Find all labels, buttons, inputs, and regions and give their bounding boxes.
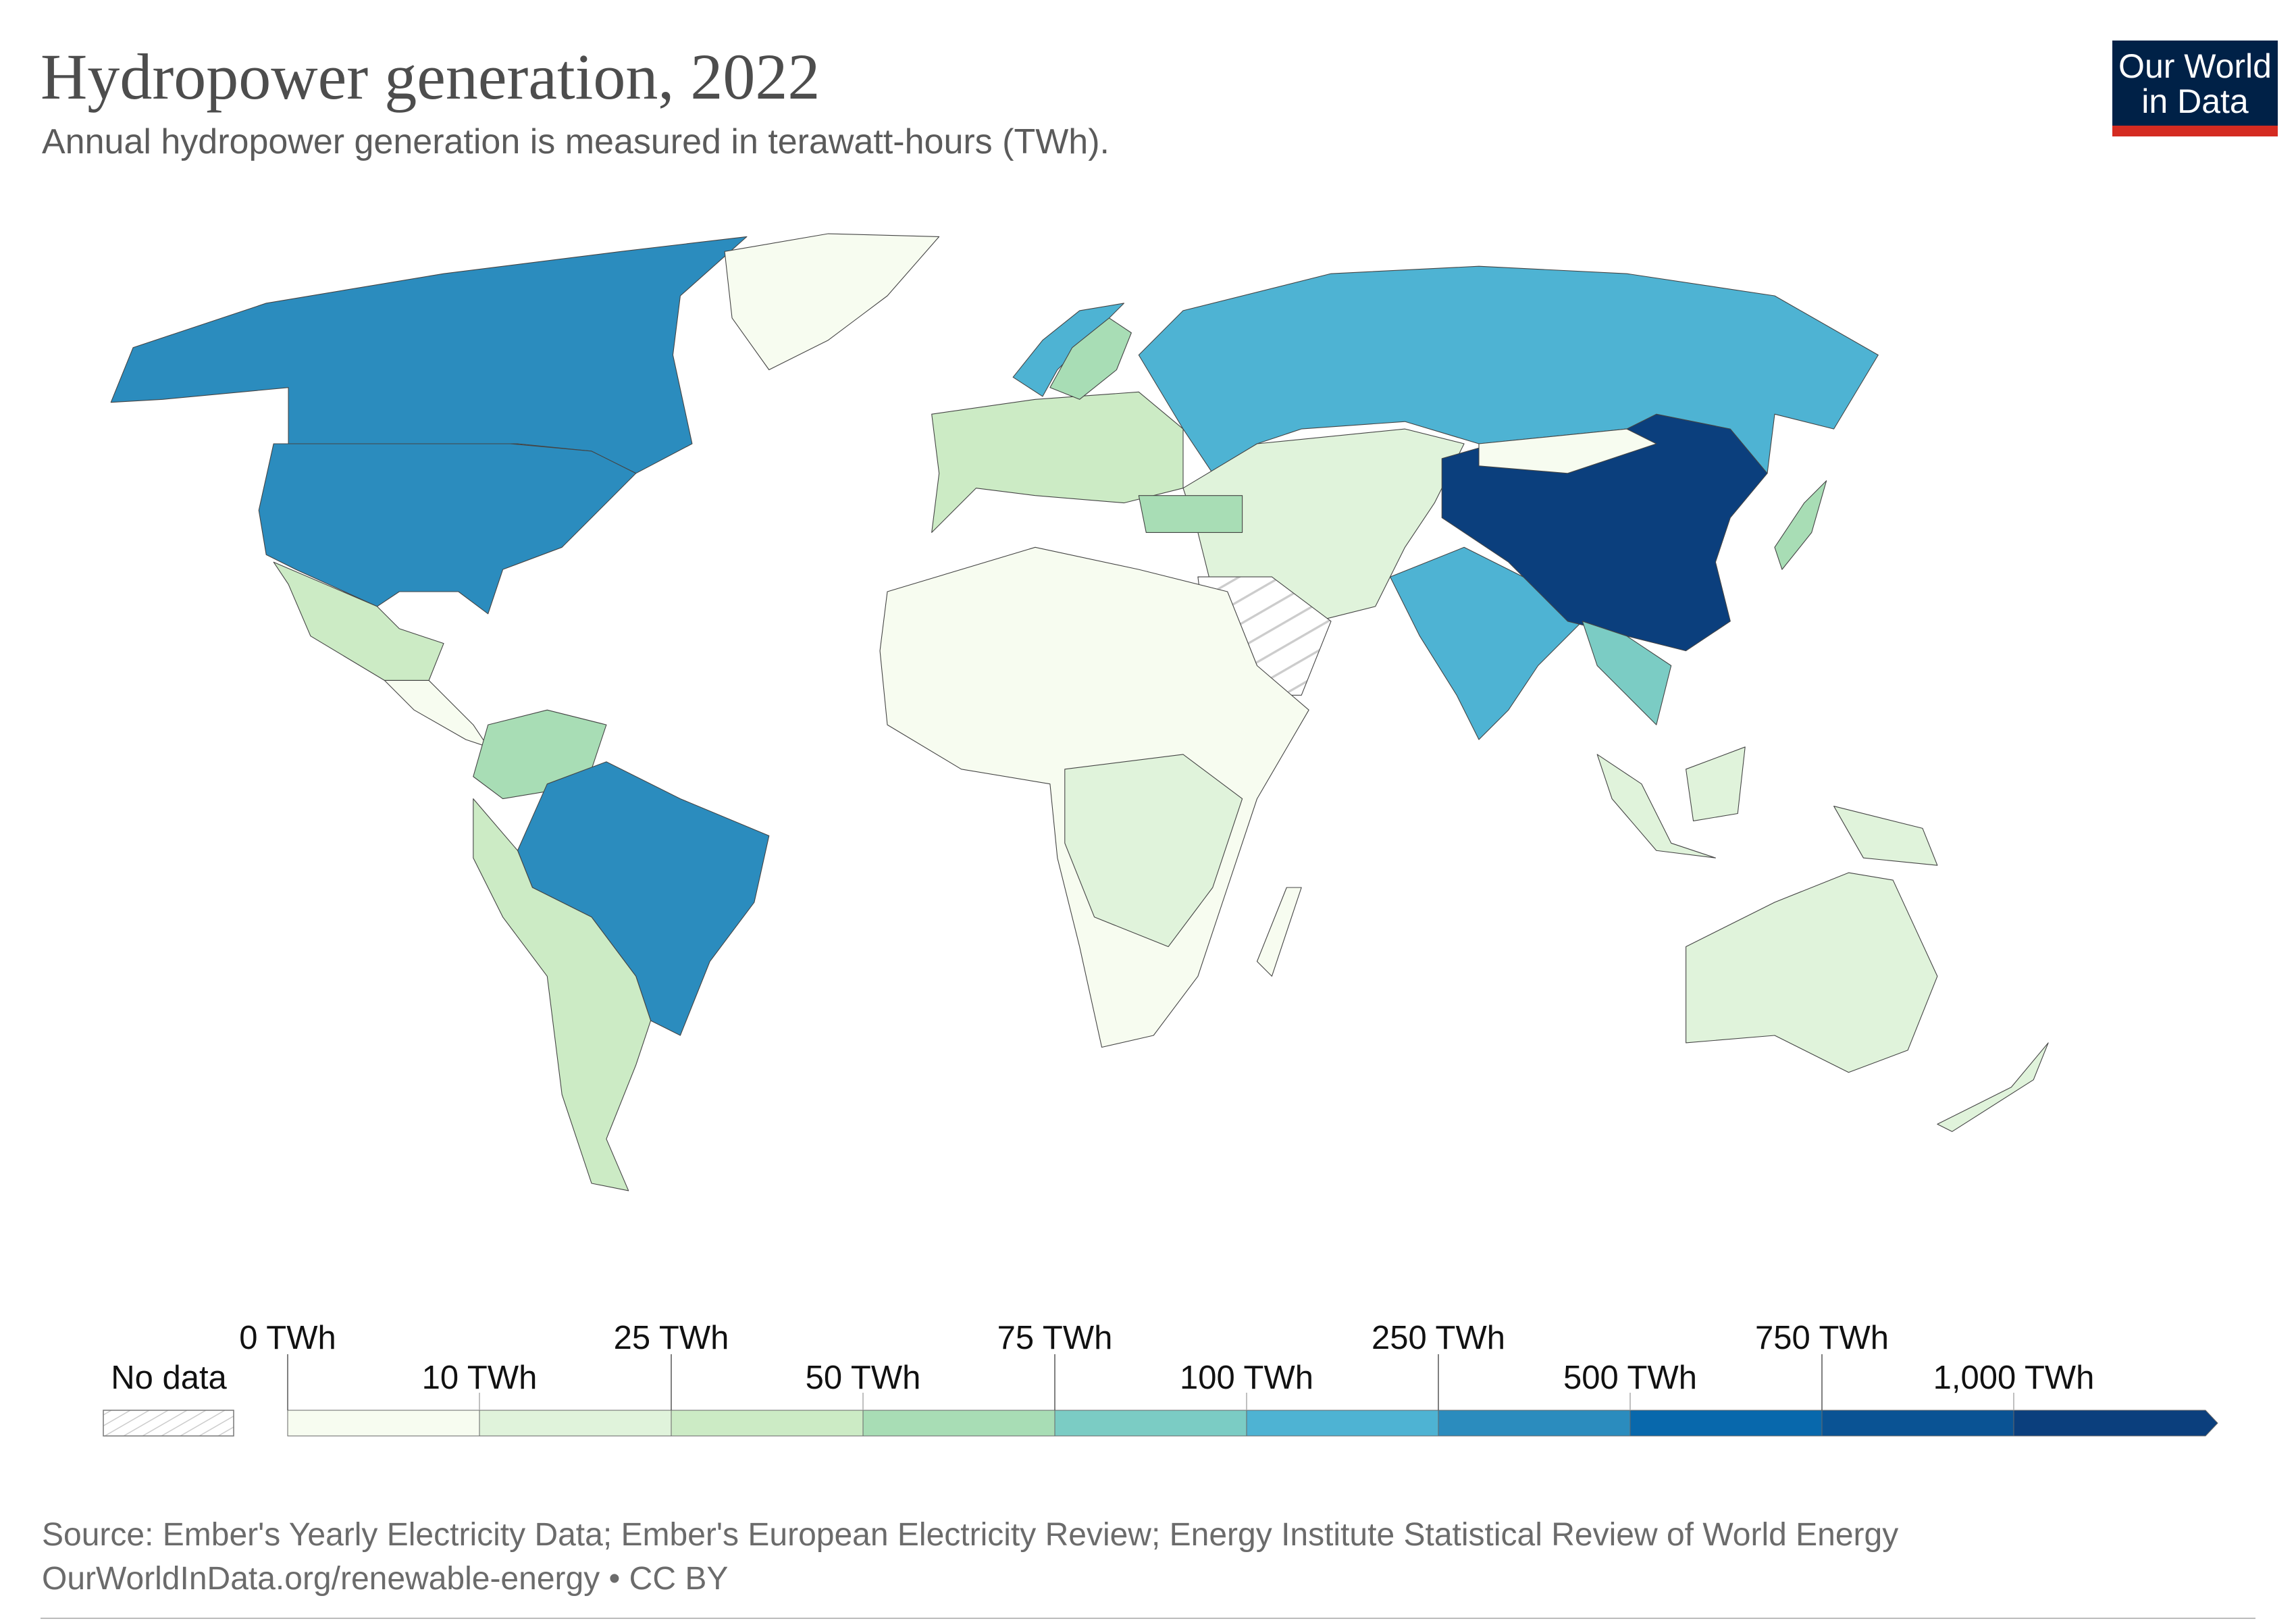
legend-swatch[interactable] xyxy=(1054,1410,1247,1437)
legend-swatch[interactable] xyxy=(671,1410,864,1437)
legend-label: 0 TWh xyxy=(239,1320,336,1356)
country-japan[interactable] xyxy=(1774,480,1827,570)
legend-swatch[interactable] xyxy=(1821,1410,2014,1437)
source-note: Source: Ember's Yearly Electricity Data;… xyxy=(42,1517,1899,1553)
country-united-states[interactable] xyxy=(258,443,637,615)
country-australia[interactable] xyxy=(1686,872,1938,1073)
legend-swatch[interactable] xyxy=(1438,1410,1631,1437)
legend-label: 1,000 TWh xyxy=(1933,1360,2095,1396)
legend-label: 10 TWh xyxy=(421,1360,538,1396)
legend-swatch[interactable] xyxy=(2013,1410,2218,1437)
legend-label: 500 TWh xyxy=(1563,1360,1697,1396)
country-new-zealand[interactable] xyxy=(1937,1042,2049,1132)
country-new-guinea[interactable] xyxy=(1833,806,1938,866)
country-southern-south-america[interactable] xyxy=(473,798,652,1191)
logo-line-2: in Data xyxy=(2141,82,2249,120)
legend-swatch[interactable] xyxy=(1629,1410,1823,1437)
legend-swatch[interactable] xyxy=(1246,1410,1439,1437)
legend-label: 250 TWh xyxy=(1372,1320,1505,1356)
country-sumatra[interactable] xyxy=(1596,754,1716,858)
country-central-africa[interactable] xyxy=(1064,754,1243,948)
owid-logo[interactable]: Our World in Data xyxy=(2112,41,2278,136)
country-canada[interactable] xyxy=(110,236,748,474)
logo-accent-bar xyxy=(2112,126,2278,136)
country-central-america[interactable] xyxy=(384,679,489,748)
legend-label: 25 TWh xyxy=(613,1320,729,1356)
legend-label: 100 TWh xyxy=(1180,1360,1313,1396)
country-turkey[interactable] xyxy=(1138,495,1243,533)
country-europe[interactable] xyxy=(931,391,1184,533)
legend-label: 750 TWh xyxy=(1755,1320,1889,1356)
country-vietnam-laos[interactable] xyxy=(1582,621,1672,725)
legend-no-data-label: No data xyxy=(111,1360,227,1396)
legend-swatch[interactable] xyxy=(862,1410,1055,1437)
country-sweden[interactable] xyxy=(1049,317,1132,400)
country-mongolia[interactable] xyxy=(1478,428,1657,474)
country-china[interactable] xyxy=(1441,413,1768,652)
bottom-divider xyxy=(41,1618,2255,1619)
legend-swatch[interactable] xyxy=(479,1410,672,1437)
country-india[interactable] xyxy=(1390,546,1583,740)
legend-no-data-swatch xyxy=(103,1410,234,1437)
url-license[interactable]: OurWorldInData.org/renewable-energy • CC… xyxy=(42,1561,729,1597)
country-borneo[interactable] xyxy=(1686,746,1746,821)
country-madagascar[interactable] xyxy=(1256,887,1302,977)
chart-title: Hydropower generation, 2022 xyxy=(41,41,820,113)
legend-swatch[interactable] xyxy=(287,1410,480,1437)
legend-label: 50 TWh xyxy=(805,1360,921,1396)
legend-label: 75 TWh xyxy=(997,1320,1113,1356)
chart-subtitle: Annual hydropower generation is measured… xyxy=(42,122,1110,161)
country-greenland[interactable] xyxy=(724,233,940,371)
logo-line-1: Our World xyxy=(2118,47,2272,85)
